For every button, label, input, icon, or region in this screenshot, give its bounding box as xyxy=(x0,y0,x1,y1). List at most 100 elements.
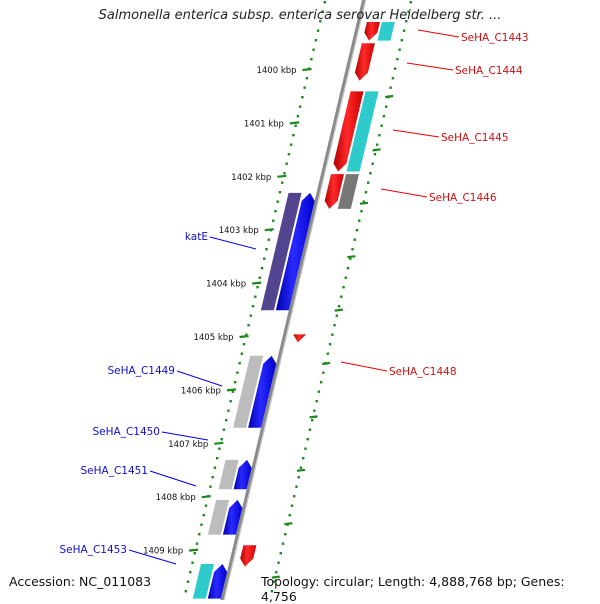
dot-left xyxy=(298,105,302,108)
dot-right xyxy=(340,295,343,298)
dot-left xyxy=(319,20,322,23)
gene-shade-bar xyxy=(233,355,264,428)
dot-left xyxy=(258,276,261,279)
tick-mark-right xyxy=(334,308,343,312)
dot-right xyxy=(337,305,341,308)
dot-right xyxy=(295,485,298,488)
dot-right xyxy=(319,381,323,384)
dot-left xyxy=(198,533,201,536)
dot-left xyxy=(289,143,293,146)
dot-left xyxy=(236,371,239,374)
dot-right xyxy=(396,58,399,61)
dot-left xyxy=(285,162,288,165)
dot-right xyxy=(362,200,365,203)
label-leader xyxy=(209,236,257,250)
dot-left xyxy=(254,295,257,298)
dot-right xyxy=(342,286,345,289)
dot-left xyxy=(240,352,244,355)
reverse-gene-arrow[interactable] xyxy=(324,174,344,209)
tick-mark-left xyxy=(302,67,312,72)
dot-left xyxy=(229,400,232,403)
dot-left xyxy=(242,343,246,346)
tick-label: 1401 kbp xyxy=(244,119,284,129)
forward-gene-arrow[interactable] xyxy=(275,192,315,311)
dot-left xyxy=(263,257,266,260)
dot-right xyxy=(322,371,325,374)
dot-left xyxy=(301,96,304,99)
dot-right xyxy=(355,229,359,232)
dot-right xyxy=(299,466,303,469)
dot-right xyxy=(284,533,287,536)
dot-left xyxy=(224,419,228,422)
dot-right xyxy=(358,219,361,222)
label-leader xyxy=(392,129,440,138)
dot-left xyxy=(222,428,226,431)
reverse-gene-arrow[interactable] xyxy=(333,91,364,172)
forward-gene-label: SeHA_C1453 xyxy=(59,544,127,556)
dot-right xyxy=(333,324,336,327)
reverse-gene-label: SeHA_C1443 xyxy=(461,32,529,44)
dot-right xyxy=(335,314,339,317)
dot-right xyxy=(409,1,413,4)
dot-right xyxy=(402,29,406,32)
dot-left xyxy=(215,457,219,460)
forward-gene-arrow[interactable] xyxy=(233,459,252,490)
tick-label: 1402 kbp xyxy=(231,173,271,183)
dot-right xyxy=(275,571,278,574)
dot-left xyxy=(195,542,199,545)
forward-gene-arrow[interactable] xyxy=(248,355,277,428)
gene-shade-bar xyxy=(192,563,214,599)
dot-left xyxy=(193,552,196,555)
genome-backbone xyxy=(220,0,367,600)
label-leader xyxy=(149,470,197,487)
forward-gene-arrow[interactable] xyxy=(222,499,243,535)
reverse-gene-label: SeHA_C1446 xyxy=(429,192,497,204)
dot-right xyxy=(306,438,309,441)
dot-right xyxy=(405,20,408,23)
dot-left xyxy=(213,466,217,469)
dot-right xyxy=(270,590,274,593)
dot-left xyxy=(283,172,286,175)
dot-left xyxy=(310,58,313,61)
dot-right xyxy=(301,457,305,460)
dot-right xyxy=(279,552,282,555)
backbone-line xyxy=(220,0,367,600)
dot-right xyxy=(360,210,363,213)
dot-left xyxy=(184,590,188,593)
dot-right xyxy=(281,542,285,545)
tick-mark-left xyxy=(289,121,300,125)
dot-right xyxy=(326,352,330,355)
dot-right xyxy=(351,248,354,251)
dot-left xyxy=(316,29,320,32)
tick-mark-right xyxy=(271,575,280,579)
dot-right xyxy=(272,580,276,583)
dot-right xyxy=(353,238,356,241)
dot-left xyxy=(305,77,309,80)
dot-left xyxy=(189,571,192,574)
tick-mark-right xyxy=(385,94,394,99)
dot-right xyxy=(308,428,312,431)
forward-gene-arrow[interactable] xyxy=(207,563,228,599)
dot-left xyxy=(211,476,214,479)
tick-mark-left xyxy=(277,174,287,178)
dot-right xyxy=(313,409,316,412)
reverse-gene-arrow[interactable] xyxy=(293,334,307,343)
dot-left xyxy=(247,324,250,327)
dot-right xyxy=(393,67,397,70)
gene-shade-bar xyxy=(377,21,395,41)
dot-left xyxy=(260,267,264,270)
dot-right xyxy=(288,514,291,517)
tick-label: 1409 kbp xyxy=(143,547,183,557)
dot-left xyxy=(281,181,284,184)
reverse-gene-arrow[interactable] xyxy=(364,21,380,41)
reverse-gene-arrow[interactable] xyxy=(240,545,257,567)
dot-left xyxy=(312,48,315,51)
reverse-gene-arrow[interactable] xyxy=(354,43,375,81)
dot-left xyxy=(314,39,318,42)
dot-left xyxy=(209,485,212,488)
tick-mark-left xyxy=(264,228,274,232)
dot-right xyxy=(297,476,300,479)
dot-right xyxy=(371,162,374,165)
dot-left xyxy=(272,219,275,222)
dot-right xyxy=(277,561,280,564)
